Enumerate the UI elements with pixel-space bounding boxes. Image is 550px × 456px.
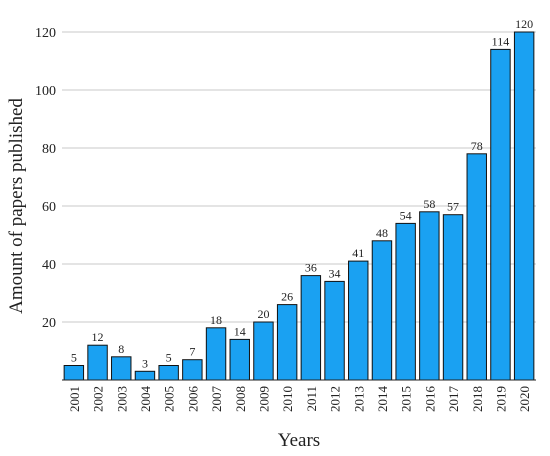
data-label-2015: 54	[400, 208, 412, 222]
x-tick-label: 2018	[470, 386, 485, 412]
x-tick-label: 2010	[280, 386, 295, 412]
bar-2005	[158, 365, 179, 381]
data-label-2010: 26	[281, 290, 293, 304]
x-tick-label: 2013	[351, 386, 366, 412]
bar-2019	[490, 48, 511, 381]
x-tick-label: 2004	[138, 386, 153, 413]
data-label-2020: 120	[515, 17, 533, 31]
data-label-2002: 12	[92, 330, 104, 344]
x-tick-label: 2007	[209, 386, 224, 413]
x-axis-label: Years	[278, 430, 320, 451]
y-tick-labels: 20 40 60 80 100 120	[35, 26, 56, 331]
bar-2008	[229, 338, 250, 381]
bar-2003	[111, 356, 132, 381]
bar-2015	[395, 222, 416, 381]
data-label-2003: 8	[118, 342, 124, 356]
bar-2020	[513, 31, 535, 381]
x-tick-labels: 2001 2002 2003 2004 2005 2006 2007 2008 2009 2010…	[67, 386, 532, 413]
bar-2011	[300, 275, 322, 381]
x-tick-label: 2005	[162, 386, 177, 412]
data-label-2019: 114	[492, 34, 510, 48]
x-tick-label: 2011	[304, 386, 319, 412]
data-label-2012: 34	[329, 266, 341, 280]
data-label-2001: 5	[71, 351, 77, 365]
x-tick-label: 2012	[328, 386, 343, 412]
x-tick-label: 2009	[256, 386, 271, 412]
y-tick-label: 20	[42, 316, 56, 331]
x-tick-label: 2001	[67, 386, 82, 412]
data-label-2007: 18	[210, 313, 222, 327]
y-tick-label: 120	[35, 26, 56, 41]
data-label-2005: 5	[166, 351, 172, 365]
gridlines	[62, 31, 536, 323]
y-tick-label: 60	[42, 200, 56, 215]
x-tick-label: 2015	[399, 386, 414, 412]
data-label-2013: 41	[352, 246, 364, 260]
data-label-2017: 57	[447, 200, 459, 214]
data-label-2011: 36	[305, 261, 317, 275]
data-label-2004: 3	[142, 356, 148, 370]
bar-2007	[205, 327, 227, 381]
y-tick-label: 40	[42, 258, 56, 273]
bar-2010	[276, 304, 298, 381]
bar-2014	[371, 240, 393, 381]
data-label-2016: 58	[423, 197, 435, 211]
bar-2002	[87, 344, 108, 381]
y-tick-label: 100	[35, 84, 56, 99]
data-label-2009: 20	[257, 307, 269, 321]
bar-2001	[63, 365, 85, 381]
data-label-2014: 48	[376, 226, 388, 240]
bars	[63, 31, 535, 381]
x-tick-label: 2002	[91, 386, 106, 412]
bar-2013	[348, 260, 369, 381]
bar-2009	[253, 321, 274, 381]
y-axis-label: Amount of papers published	[6, 98, 27, 314]
bar-2017	[442, 214, 464, 381]
data-label-2008: 14	[234, 324, 246, 338]
x-tick-label: 2014	[375, 386, 390, 413]
x-tick-label: 2017	[446, 386, 461, 413]
data-label-2018: 78	[471, 139, 483, 153]
bar-2016	[419, 211, 440, 381]
y-tick-label: 80	[42, 142, 56, 157]
x-tick-label: 2020	[517, 386, 532, 412]
bar-2006	[182, 359, 203, 381]
x-tick-label: 2016	[422, 386, 437, 413]
bar-2018	[466, 153, 487, 381]
bar-2004	[134, 370, 156, 381]
x-tick-label: 2003	[114, 386, 129, 412]
bar-2012	[324, 280, 345, 381]
x-tick-label: 2006	[185, 386, 200, 413]
data-label-2006: 7	[189, 345, 195, 359]
x-tick-label: 2019	[493, 386, 508, 412]
x-tick-label: 2008	[233, 386, 248, 412]
